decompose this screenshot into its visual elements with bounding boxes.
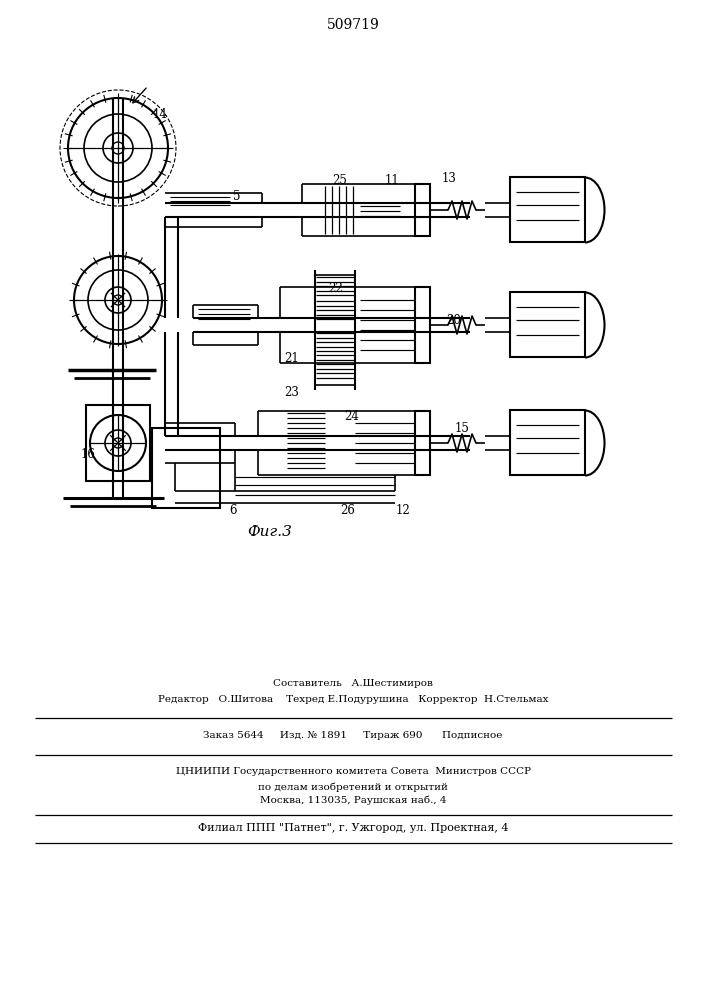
Bar [415, 287, 430, 363]
Text: 12: 12 [396, 504, 410, 516]
Text: 24: 24 [344, 410, 359, 424]
Text: 509719: 509719 [327, 18, 380, 32]
Text: 14: 14 [153, 108, 168, 121]
Text: 16: 16 [81, 448, 95, 460]
Text: Фиг.3: Фиг.3 [247, 525, 293, 539]
Text: Редактор   О.Шитова    Техред Е.Подурушина   Корректор  Н.Стельмах: Редактор О.Шитова Техред Е.Подурушина Ко… [158, 696, 548, 704]
Text: ЦНИИПИ Государственного комитета Совета  Министров СССР: ЦНИИПИ Государственного комитета Совета … [175, 768, 530, 776]
Text: Филиал ППП "Патнет", г. Ужгород, ул. Проектная, 4: Филиал ППП "Патнет", г. Ужгород, ул. Про… [198, 823, 508, 833]
Bar [415, 184, 430, 236]
Bar [510, 292, 585, 357]
Text: 26: 26 [341, 504, 356, 516]
Bar [86, 405, 150, 481]
Bar [415, 411, 430, 475]
Text: 5: 5 [233, 190, 241, 202]
Text: Москва, 113035, Раушская наб., 4: Москва, 113035, Раушская наб., 4 [259, 795, 446, 805]
Text: Заказ 5644     Изд. № 1891     Тираж 690      Подписное: Заказ 5644 Изд. № 1891 Тираж 690 Подписн… [204, 732, 503, 740]
Text: 11: 11 [385, 174, 399, 188]
Text: 15: 15 [455, 422, 469, 434]
Bar [152, 428, 220, 508]
Text: 13: 13 [442, 172, 457, 186]
Text: 20: 20 [447, 314, 462, 326]
Text: по делам изобретений и открытий: по делам изобретений и открытий [258, 782, 448, 792]
Text: 23: 23 [284, 386, 300, 399]
Bar [510, 177, 585, 242]
Text: 25: 25 [332, 174, 347, 188]
Text: 22: 22 [329, 282, 344, 296]
Text: 21: 21 [285, 352, 299, 364]
Text: 6: 6 [229, 504, 237, 516]
Bar [510, 410, 585, 475]
Text: Составитель   А.Шестимиров: Составитель А.Шестимиров [273, 678, 433, 688]
